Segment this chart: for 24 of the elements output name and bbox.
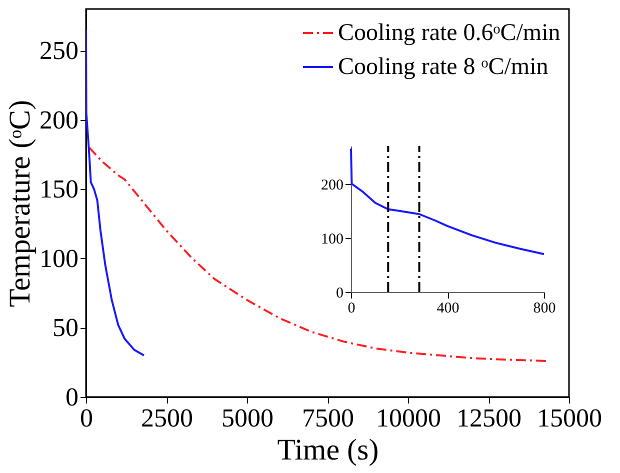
x-tick-label: 10000 bbox=[376, 404, 441, 432]
x-tick-label: 15000 bbox=[537, 404, 602, 432]
x-tick-label: 5000 bbox=[222, 404, 274, 432]
x-tick-label: 400 bbox=[436, 300, 460, 316]
y-tick-label: 150 bbox=[40, 174, 78, 204]
x-tick-label: 800 bbox=[533, 300, 556, 316]
y-tick-label: 200 bbox=[321, 177, 344, 194]
x-tick-label: 12500 bbox=[456, 404, 522, 432]
y-tick-label: 100 bbox=[321, 231, 344, 248]
y-tick-label: 250 bbox=[40, 36, 78, 66]
y-tick-label: 0 bbox=[66, 382, 78, 412]
line-series bbox=[350, 148, 545, 256]
y-axis-title: Temperature (ᵒC) bbox=[4, 100, 36, 308]
y-tick-label: 50 bbox=[52, 313, 78, 342]
x-tick-label: 2500 bbox=[141, 404, 193, 432]
x-tick-label: 0 bbox=[348, 300, 356, 316]
line-series bbox=[86, 28, 145, 356]
x-axis-title: Time (s) bbox=[277, 434, 379, 466]
legend-label: Cooling rate 8 ᵒC/min bbox=[338, 54, 548, 80]
y-tick-label: 200 bbox=[40, 105, 78, 134]
y-tick-label: 100 bbox=[40, 244, 78, 273]
legend-label: Cooling rate 0.6ᵒC/min bbox=[338, 20, 560, 46]
y-tick-label: 0 bbox=[336, 286, 344, 302]
x-tick-label: 7500 bbox=[302, 404, 354, 432]
